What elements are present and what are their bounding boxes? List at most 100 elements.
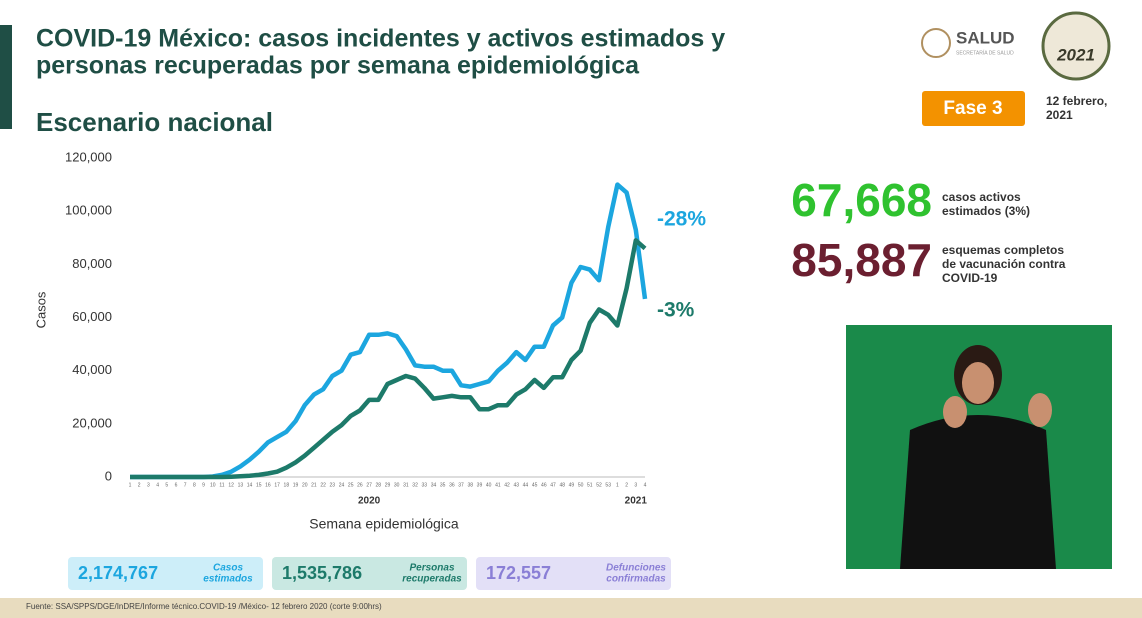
accent-bar [0,25,12,129]
badge-year: 2021 [1056,45,1095,64]
title-line: personas recuperadas por semana epidemio… [36,52,640,80]
x-tick-label: 28 [376,482,382,488]
stat-description: de vacunación contra [942,257,1066,271]
x-tick-label: 11 [219,482,224,488]
logo-subtext: SECRETARÍA DE SALUD [956,49,1014,56]
total-label: Defunciones [606,563,666,574]
x-tick-label: 19 [293,482,299,488]
interpreter-video [846,325,1112,569]
series-line [130,238,647,480]
x-tick-label: 2 [138,482,141,488]
end-label: -28% [657,208,706,231]
total-number: 172,557 [486,563,551,583]
x-tick-label: 17 [274,482,280,488]
date-line: 2021 [1046,108,1073,122]
x-tick-label: 38 [467,482,473,488]
phase-text: Fase 3 [943,98,1002,119]
logo-emblem [921,28,951,58]
x-tick-label: 39 [477,482,483,488]
x-tick-label: 4 [156,482,159,488]
x-tick-label: 48 [559,482,565,488]
x-tick-label: 25 [348,482,354,488]
x-tick-label: 21 [311,482,317,488]
stat-description: COVID-19 [942,271,998,285]
x-tick-label: 52 [596,482,602,488]
x-tick-label: 35 [440,482,446,488]
x-tick-label: 3 [634,482,637,488]
x-tick-label: 53 [605,482,611,488]
x-tick-label: 15 [256,482,262,488]
x-tick-label: 12 [228,482,234,488]
y-tick-label: 60,000 [72,309,112,324]
x-tick-label: 24 [339,482,345,488]
x-tick-label: 6 [175,482,178,488]
x-tick-label: 5 [165,482,168,488]
total-box [272,557,467,590]
stat-description: estimados (3%) [942,204,1030,218]
footer-source: Fuente: SSA/SPPS/DGE/InDRE/Informe técni… [26,602,382,611]
x-tick-label: 26 [357,482,363,488]
x-tick-label: 43 [513,482,519,488]
x-tick-label: 47 [550,482,556,488]
y-tick-label: 40,000 [72,362,112,377]
x-tick-label: 13 [238,482,244,488]
x-axis-label: Semana epidemiológica [309,516,459,532]
phase-badge [922,91,1025,126]
x-tick-label: 29 [385,482,391,488]
y-tick-label: 100,000 [65,203,112,218]
y-tick-label: 120,000 [65,149,112,164]
x-tick-label: 2 [625,482,628,488]
x-tick-label: 18 [284,482,290,488]
x-tick-label: 8 [193,482,196,488]
badge [1041,11,1111,81]
year-label: 2020 [358,496,381,507]
footer-bar [0,598,1142,618]
x-tick-label: 33 [422,482,428,488]
x-tick-label: 44 [523,482,529,488]
x-tick-label: 7 [184,482,187,488]
x-tick-label: 46 [541,482,547,488]
x-tick-label: 30 [394,482,400,488]
stat-number: 67,668 [791,174,932,226]
x-tick-label: 34 [431,482,437,488]
total-number: 1,535,786 [282,563,362,583]
total-label: Personas [409,563,454,574]
x-tick-label: 37 [458,482,464,488]
x-tick-label: 14 [247,482,253,488]
y-tick-label: 80,000 [72,256,112,271]
x-tick-label: 4 [644,482,647,488]
x-tick-label: 10 [210,482,216,488]
stat-description: esquemas completos [942,243,1064,257]
y-tick-label: 0 [105,468,112,483]
total-box [68,557,263,590]
x-tick-label: 36 [449,482,455,488]
x-tick-label: 50 [578,482,584,488]
x-tick-label: 41 [495,482,501,488]
x-tick-label: 23 [330,482,336,488]
total-number: 2,174,767 [78,563,158,583]
x-tick-label: 1 [616,482,619,488]
total-label: estimados [203,574,253,585]
x-tick-label: 20 [302,482,308,488]
total-box [476,557,671,590]
x-tick-label: 27 [366,482,372,488]
y-axis-label: Casos [33,291,48,328]
y-tick-label: 20,000 [72,415,112,430]
x-tick-label: 40 [486,482,492,488]
date-line: 12 febrero, [1046,94,1107,108]
end-label: -3% [657,299,695,322]
x-tick-label: 3 [147,482,150,488]
total-label: confirmadas [606,574,666,585]
stat-description: casos activos [942,190,1021,204]
subtitle: Escenario nacional [36,107,273,137]
x-tick-label: 16 [265,482,271,488]
year-label: 2021 [625,496,648,507]
total-label: recuperadas [402,574,462,585]
x-tick-label: 45 [532,482,538,488]
logo-text: SALUD [956,28,1015,47]
x-tick-label: 51 [587,482,593,488]
x-tick-label: 1 [129,482,132,488]
series-line [130,182,648,480]
stat-number: 85,887 [791,234,932,286]
